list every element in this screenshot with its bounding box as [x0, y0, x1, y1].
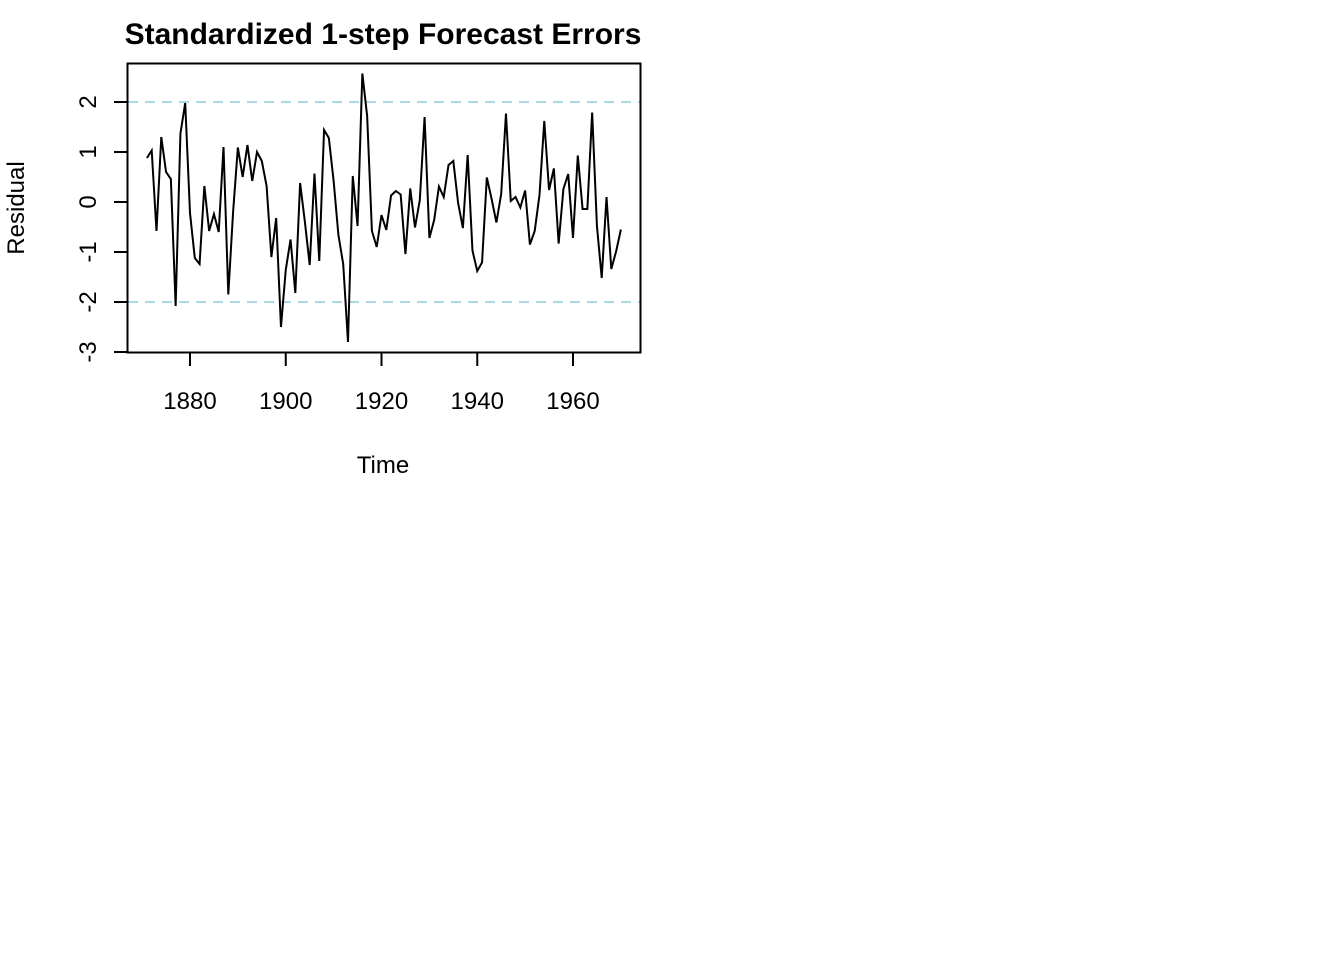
y-axis-label: Residual [3, 161, 30, 254]
y-tick-label: 1 [75, 145, 102, 158]
y-tick-label: -2 [75, 291, 102, 312]
series-layer [146, 73, 622, 343]
x-axis: 1880 1900 1920 1940 1960 [163, 352, 600, 415]
x-tick-label: 1900 [259, 388, 312, 415]
y-axis: -3 -2 -1 0 1 2 [75, 95, 128, 363]
x-tick-label: 1940 [451, 388, 504, 415]
y-tick-label: -3 [75, 341, 102, 362]
chart-title: Standardized 1-step Forecast Errors [125, 18, 642, 51]
y-tick-label: -1 [75, 241, 102, 262]
reference-lines [128, 101, 640, 303]
series-line-0 [146, 73, 622, 343]
x-axis-label: Time [357, 452, 409, 479]
x-tick-label: 1920 [355, 388, 408, 415]
y-tick-label: 0 [75, 195, 102, 208]
x-tick-label: 1960 [546, 388, 599, 415]
y-tick-label: 2 [75, 95, 102, 108]
x-tick-label: 1880 [163, 388, 216, 415]
plot-frame [126, 62, 642, 354]
